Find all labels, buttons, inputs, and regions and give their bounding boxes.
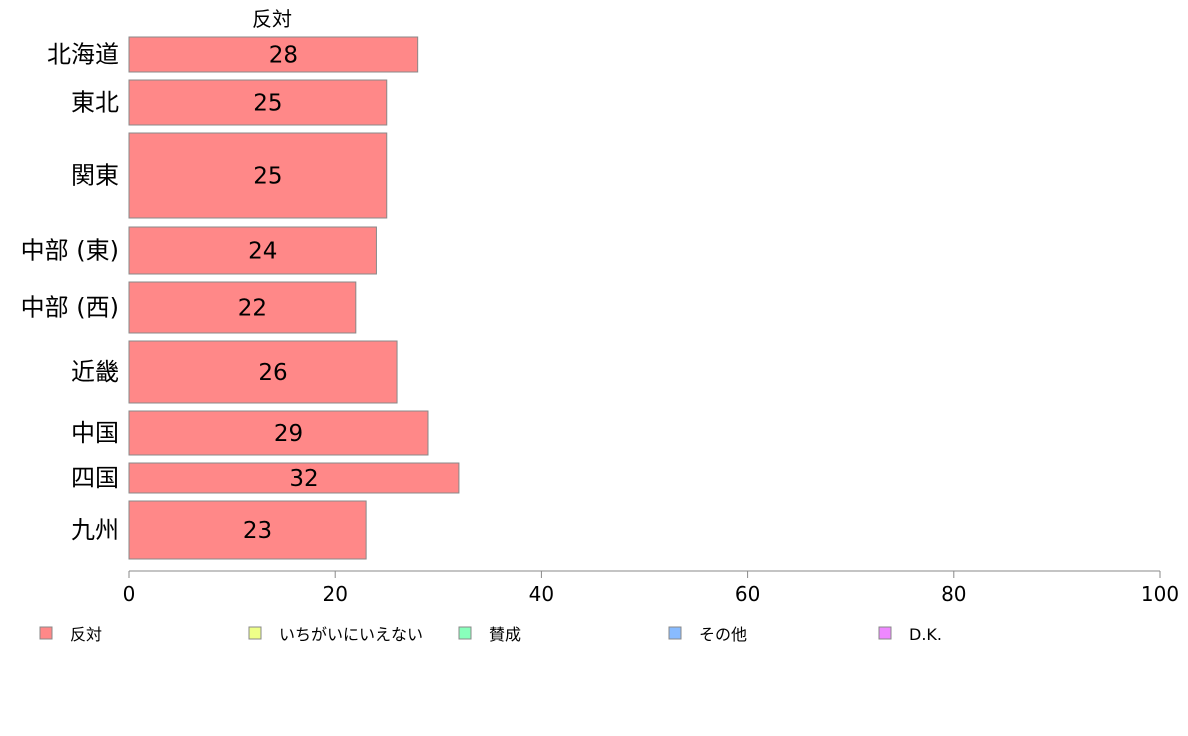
- x-axis: 0 20 40 60 80 100: [123, 570, 1179, 606]
- legend-label: 反対: [70, 625, 102, 644]
- data-label: 22: [238, 296, 267, 322]
- legend-swatch: [39, 626, 53, 640]
- x-tick-label: 60: [735, 582, 760, 606]
- data-label: 26: [258, 360, 287, 386]
- legend-label: その他: [699, 625, 747, 644]
- data-label: 29: [274, 421, 303, 447]
- legend-swatch: [668, 626, 682, 640]
- x-tick-label: 80: [941, 582, 966, 606]
- data-label: 32: [289, 466, 318, 492]
- legend-swatch: [248, 626, 262, 640]
- bar: [128, 410, 429, 456]
- bar: [128, 226, 377, 275]
- bar: [128, 36, 419, 73]
- data-label: 24: [248, 239, 277, 265]
- bar: [128, 79, 388, 126]
- legend-swatch: [878, 626, 892, 640]
- category-label: 中部 (西): [21, 294, 119, 322]
- category-label: 北海道: [47, 41, 119, 69]
- legend-label: 賛成: [489, 625, 521, 644]
- x-tick-label: 40: [529, 582, 554, 606]
- legend-label: いちがいにいえない: [279, 625, 423, 644]
- legend-swatch: [458, 626, 472, 640]
- category-label: 関東: [71, 162, 119, 190]
- category-label: 中部 (東): [21, 237, 119, 265]
- x-tick-label: 100: [1141, 582, 1179, 606]
- data-label: 25: [253, 91, 282, 117]
- x-tick-label: 0: [123, 582, 136, 606]
- legend: 反対 いちがいにいえない 賛成 その他 D.K.: [39, 625, 942, 644]
- data-label: 23: [243, 518, 272, 544]
- column-header: 反対: [252, 7, 292, 31]
- bar: [128, 132, 388, 219]
- bar: [128, 340, 398, 404]
- bar: [128, 281, 357, 334]
- category-label: 近畿: [71, 358, 119, 386]
- category-label: 東北: [71, 89, 119, 117]
- legend-label: D.K.: [909, 625, 942, 644]
- bar: [128, 500, 367, 560]
- x-tick-label: 20: [322, 582, 347, 606]
- category-label: 中国: [71, 419, 119, 447]
- data-label: 28: [269, 43, 298, 69]
- bars-group: 北海道 28 東北 25 関東 25 中部 (東) 24 中部 (西) 22 近畿 26 中国 29 四国 3…: [21, 36, 460, 560]
- category-label: 九州: [71, 516, 119, 544]
- bar: [128, 462, 460, 494]
- category-label: 四国: [71, 464, 119, 492]
- data-label: 25: [253, 164, 282, 190]
